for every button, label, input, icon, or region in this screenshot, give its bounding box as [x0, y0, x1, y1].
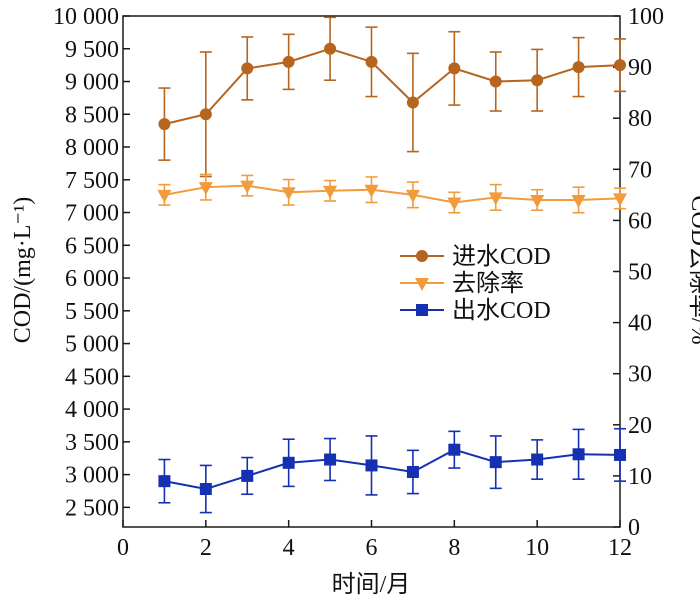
series-layer	[157, 16, 627, 514]
y-left-tick-label: 6 000	[65, 266, 119, 292]
y-left-tick-label: 4 000	[65, 397, 119, 423]
y-right-tick-label: 30	[628, 362, 652, 388]
y-axis-title-right: COD去除率/%	[686, 195, 700, 344]
x-tick-label: 10	[525, 535, 549, 561]
x-tick-label: 2	[200, 535, 212, 561]
data-point	[489, 75, 502, 88]
data-point	[324, 42, 337, 55]
y-left-tick-label: 3 000	[65, 463, 119, 489]
data-point	[571, 194, 586, 208]
series-1	[158, 16, 626, 178]
data-point	[364, 184, 379, 198]
x-tick-label: 12	[608, 535, 632, 561]
data-point	[531, 453, 544, 466]
y-right-tick-label: 100	[628, 4, 664, 30]
y-right-tick-label: 10	[628, 464, 652, 490]
x-tick-label: 4	[283, 535, 295, 561]
y-left-tick-label: 10 000	[53, 4, 119, 30]
y-right-tick-label: 80	[628, 106, 652, 132]
data-point	[365, 459, 378, 472]
y-right-tick-label: 20	[628, 413, 652, 439]
series-3	[158, 427, 626, 514]
data-point	[199, 108, 212, 121]
data-point	[199, 483, 212, 496]
data-point	[488, 192, 503, 206]
series-2	[157, 173, 627, 214]
data-point	[531, 74, 544, 87]
data-point	[448, 443, 461, 456]
series-line	[164, 184, 621, 204]
y-right-tick-label: 50	[628, 260, 652, 286]
y-right-tick-label: 60	[628, 208, 652, 234]
data-point	[613, 193, 627, 207]
data-point	[323, 185, 338, 199]
x-axis-title: 时间/月	[332, 571, 411, 598]
data-point	[572, 448, 585, 461]
data-point	[365, 55, 378, 68]
series-line	[164, 448, 621, 491]
data-point	[198, 182, 213, 196]
y-left-tick-label: 5 500	[65, 299, 119, 325]
y-left-tick-label: 9 500	[65, 37, 119, 63]
y-left-tick-label: 7 500	[65, 168, 119, 194]
data-point	[158, 118, 171, 131]
data-point	[240, 180, 255, 194]
x-tick-label: 8	[448, 535, 460, 561]
legend-label: 出水COD	[452, 297, 551, 324]
data-point	[406, 96, 419, 109]
data-point	[614, 59, 626, 72]
y-right-tick-label: 70	[628, 157, 652, 183]
data-point	[489, 456, 502, 469]
data-point	[406, 465, 419, 478]
series-line	[164, 47, 621, 126]
data-point	[614, 448, 626, 461]
y-left-tick-label: 8 000	[65, 135, 119, 161]
data-point	[241, 62, 254, 75]
data-point	[448, 62, 461, 75]
y-left-tick-label: 7 000	[65, 201, 119, 227]
data-point	[572, 61, 585, 74]
data-point	[157, 189, 172, 203]
legend-marker	[416, 250, 428, 262]
legend-label: 去除率	[452, 270, 524, 297]
data-point	[324, 453, 337, 466]
y-left-tick-label: 2 500	[65, 495, 119, 521]
y-left-tick-label: 6 500	[65, 233, 119, 259]
y-left-tick-label: 4 500	[65, 364, 119, 390]
y-axis-title-left: COD/(mg·L⁻¹)	[10, 197, 36, 344]
x-tick-label: 0	[117, 535, 129, 561]
y-left-tick-label: 9 000	[65, 70, 119, 96]
legend-marker	[416, 304, 428, 316]
data-point	[241, 469, 254, 482]
data-point	[530, 194, 545, 208]
data-point	[281, 187, 296, 201]
y-left-tick-label: 3 500	[65, 430, 119, 456]
y-right-tick-label: 40	[628, 311, 652, 337]
x-tick-label: 6	[366, 535, 378, 561]
y-left-tick-label: 8 500	[65, 102, 119, 128]
data-point	[447, 197, 462, 211]
legend-label: 进水COD	[452, 243, 551, 270]
data-point	[282, 456, 295, 469]
y-right-tick-label: 0	[628, 515, 640, 541]
data-point	[282, 55, 295, 68]
data-point	[158, 475, 171, 488]
ticks-layer: 0 2 4 6 8 10 12 2 500 3 000 3 500 4 000 4 500 5 000 5…	[53, 4, 664, 561]
y-right-tick-label: 90	[628, 55, 652, 81]
y-left-tick-label: 5 000	[65, 332, 119, 358]
legend-marker	[415, 278, 429, 291]
data-point	[405, 189, 420, 203]
